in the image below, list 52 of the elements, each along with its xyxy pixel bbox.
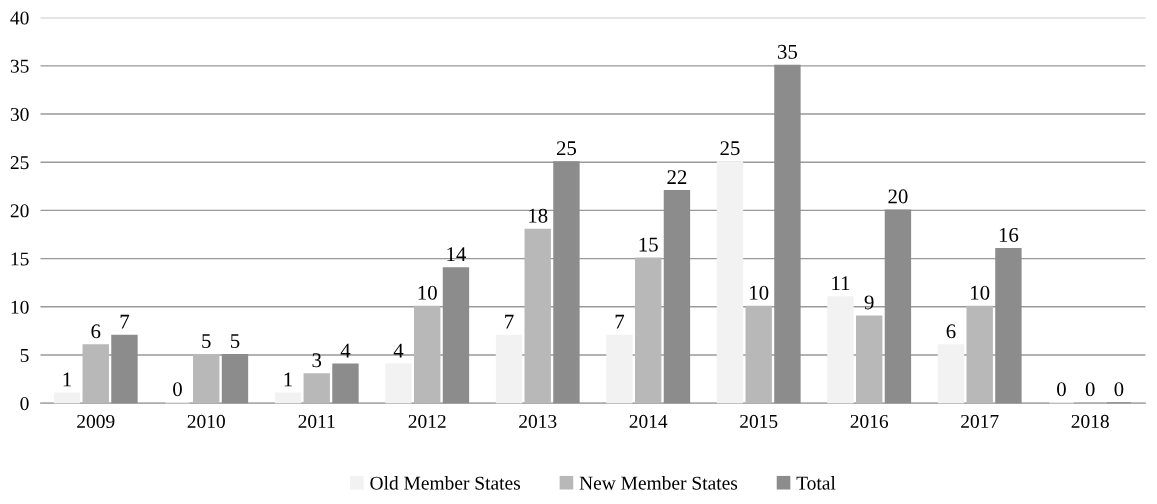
data-label: 0 [1114, 382, 1124, 397]
x-tick-label: 2015 [740, 414, 778, 428]
y-tick-label: 40 [10, 11, 29, 25]
x-tick-label: 2016 [850, 414, 889, 428]
data-label: 14 [447, 247, 467, 262]
data-label: 7 [615, 314, 625, 329]
data-label: 3 [312, 353, 322, 368]
data-label: 0 [1057, 382, 1066, 397]
data-label: 1 [63, 372, 71, 387]
data-label: 0 [1085, 382, 1095, 397]
data-label: 11 [832, 276, 850, 290]
legend-label: Old Member States [370, 476, 521, 490]
legend-label: Total [796, 476, 836, 490]
x-tick-label: 2012 [408, 414, 446, 428]
data-label: 25 [556, 141, 577, 156]
x-tick-label: 2011 [298, 414, 335, 428]
data-label: 20 [888, 189, 908, 204]
y-tick-label: 10 [11, 300, 29, 314]
x-tick-label: 2009 [77, 414, 115, 428]
data-label: 10 [418, 285, 437, 300]
data-label: 15 [639, 237, 658, 252]
legend-label: New Member States [579, 476, 738, 490]
data-label: 0 [173, 382, 182, 397]
x-tick-label: 2018 [1071, 414, 1109, 428]
x-tick-label: 2017 [961, 414, 999, 428]
y-tick-label: 30 [10, 107, 29, 121]
x-tick-label: 2013 [519, 414, 557, 428]
data-label: 25 [720, 141, 740, 156]
data-label: 35 [778, 44, 798, 59]
data-label: 16 [999, 227, 1019, 242]
y-tick-label: 15 [11, 252, 29, 266]
data-label: 4 [340, 343, 351, 358]
data-label: 1 [284, 372, 292, 387]
data-label: 5 [202, 334, 211, 348]
data-label: 7 [120, 314, 130, 329]
data-label: 5 [230, 334, 240, 348]
data-label: 7 [505, 314, 514, 329]
x-tick-label: 2014 [629, 414, 668, 428]
data-label: 6 [91, 324, 101, 339]
data-label: 22 [667, 170, 687, 184]
data-label: 18 [529, 208, 548, 223]
data-label: 10 [971, 285, 990, 300]
y-tick-label: 35 [10, 59, 29, 73]
y-tick-label: 20 [10, 204, 29, 218]
data-label: 4 [393, 343, 404, 358]
data-label: 6 [946, 324, 956, 339]
y-tick-label: 5 [20, 349, 29, 362]
data-label: 9 [864, 295, 874, 310]
y-tick-label: 25 [10, 156, 29, 170]
y-tick-label: 0 [20, 397, 29, 411]
data-label: 10 [750, 285, 769, 300]
x-tick-label: 2010 [187, 414, 225, 428]
